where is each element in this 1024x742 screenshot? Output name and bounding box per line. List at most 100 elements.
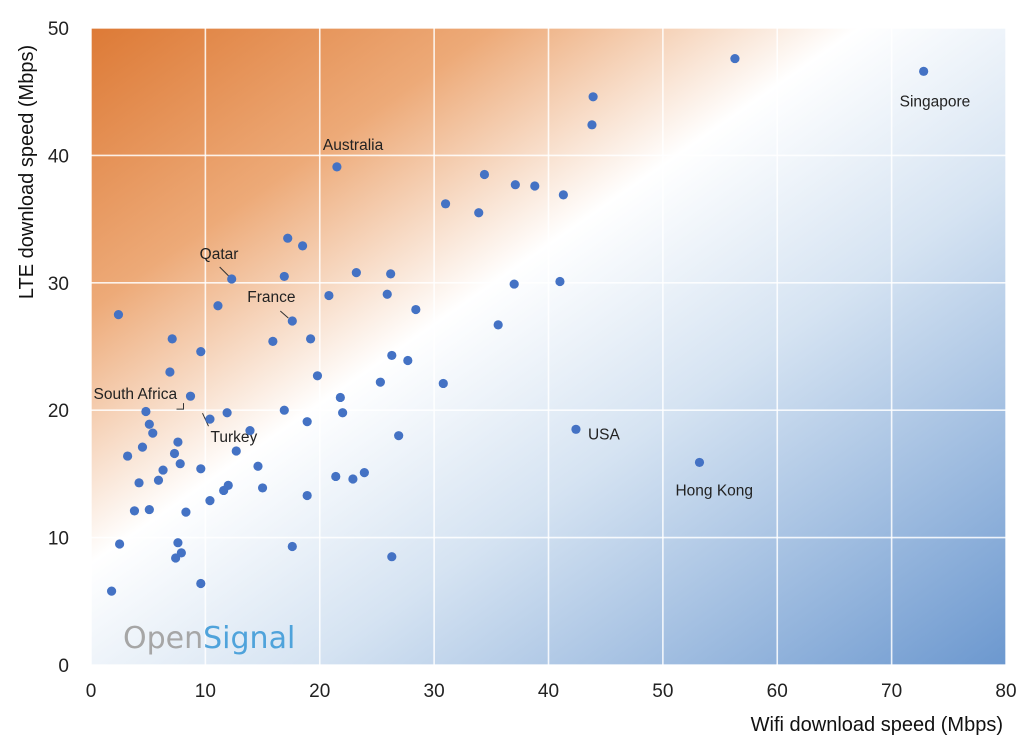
- x-tick-label: 70: [881, 681, 902, 702]
- y-tick-label: 10: [48, 529, 69, 550]
- data-point: [571, 424, 581, 434]
- data-point: [510, 180, 520, 190]
- data-point: [175, 459, 185, 469]
- data-point: [114, 539, 125, 549]
- data-point: [411, 304, 421, 315]
- annotation-label: Singapore: [900, 93, 971, 110]
- data-point: [287, 316, 297, 326]
- annotations: Singapore Australia Qatar France Turkey South…: [94, 93, 971, 499]
- data-point: [245, 425, 255, 436]
- data-point: [474, 208, 484, 218]
- data-point: [332, 162, 342, 172]
- data-point: [302, 490, 312, 501]
- data-point: [253, 461, 263, 471]
- data-point: [173, 538, 183, 548]
- y-tick-label: 40: [48, 146, 69, 167]
- data-point: [158, 465, 168, 475]
- x-tick-label: 40: [538, 681, 559, 702]
- data-point: [165, 367, 175, 377]
- data-point: [306, 334, 316, 344]
- data-point: [268, 336, 278, 347]
- y-axis-title: LTE download speed (Mbps): [16, 45, 38, 299]
- x-tick-label: 50: [652, 681, 673, 702]
- data-point: [387, 552, 397, 562]
- data-point: [227, 274, 237, 284]
- data-point: [129, 506, 140, 516]
- data-point: [196, 578, 206, 589]
- data-point: [171, 553, 181, 563]
- data-point: [919, 66, 929, 76]
- y-tick-label: 30: [48, 274, 69, 295]
- annotation-leader: [279, 310, 289, 319]
- annotation-leader: [176, 403, 185, 410]
- data-point: [205, 496, 215, 506]
- data-point: [335, 392, 345, 403]
- data-point: [302, 417, 312, 427]
- annotation-label: Hong Kong: [675, 482, 753, 499]
- data-point: [493, 320, 503, 330]
- x-tick-label: 10: [195, 681, 216, 702]
- axis-ticks: 0 10 20 30 40 50 60 70 80 0 10 20 30 40 50: [48, 19, 1017, 702]
- data-point: [331, 471, 341, 482]
- grid-lines: [90, 27, 1007, 666]
- data-point: [297, 241, 308, 251]
- data-point: [338, 408, 348, 418]
- data-point: [438, 378, 448, 389]
- data-point: [196, 464, 206, 474]
- data-point: [509, 279, 519, 289]
- data-point: [359, 468, 369, 478]
- data-point: [213, 301, 223, 311]
- data-point: [588, 92, 598, 102]
- data-point: [279, 405, 289, 415]
- data-point: [530, 181, 540, 191]
- data-point: [205, 414, 215, 424]
- data-point: [219, 485, 229, 496]
- data-point: [257, 483, 268, 493]
- data-point: [730, 53, 740, 64]
- data-point: [185, 391, 196, 401]
- data-point: [106, 586, 117, 596]
- data-point: [169, 448, 180, 459]
- data-point: [348, 474, 358, 484]
- data-points: [106, 53, 929, 596]
- data-point: [134, 478, 144, 488]
- data-point: [287, 541, 297, 552]
- data-point: [479, 169, 490, 180]
- x-tick-label: 30: [424, 681, 445, 702]
- x-tick-label: 20: [309, 681, 330, 702]
- y-tick-label: 0: [58, 656, 69, 677]
- data-point: [351, 268, 361, 278]
- x-axis-title: Wifi download speed (Mbps): [751, 714, 1003, 736]
- data-point: [587, 120, 597, 130]
- data-point: [375, 377, 385, 387]
- data-point: [558, 190, 568, 200]
- data-point: [283, 233, 293, 243]
- data-point: [279, 271, 289, 282]
- data-point: [555, 276, 565, 287]
- watermark-signal: Signal: [203, 621, 295, 656]
- data-point: [324, 290, 334, 301]
- annotation-label: Qatar: [200, 246, 239, 263]
- data-point: [181, 507, 191, 517]
- data-point: [148, 428, 158, 438]
- data-point: [440, 199, 451, 209]
- y-tick-label: 50: [48, 19, 69, 40]
- data-point: [196, 346, 206, 357]
- data-point: [312, 371, 323, 381]
- data-point: [222, 408, 232, 418]
- data-point: [394, 431, 404, 441]
- x-tick-label: 60: [767, 681, 788, 702]
- watermark-open: Open: [123, 621, 203, 656]
- data-point: [123, 451, 133, 461]
- x-tick-label: 80: [995, 681, 1016, 702]
- annotation-label: South Africa: [94, 386, 178, 403]
- annotation-label: Australia: [323, 137, 384, 154]
- annotation-label: Turkey: [211, 429, 258, 446]
- x-tick-label: 0: [86, 681, 97, 702]
- data-point: [387, 350, 397, 361]
- data-point: [137, 442, 148, 452]
- y-tick-label: 20: [48, 401, 69, 422]
- data-point: [113, 310, 124, 320]
- data-point: [231, 446, 241, 456]
